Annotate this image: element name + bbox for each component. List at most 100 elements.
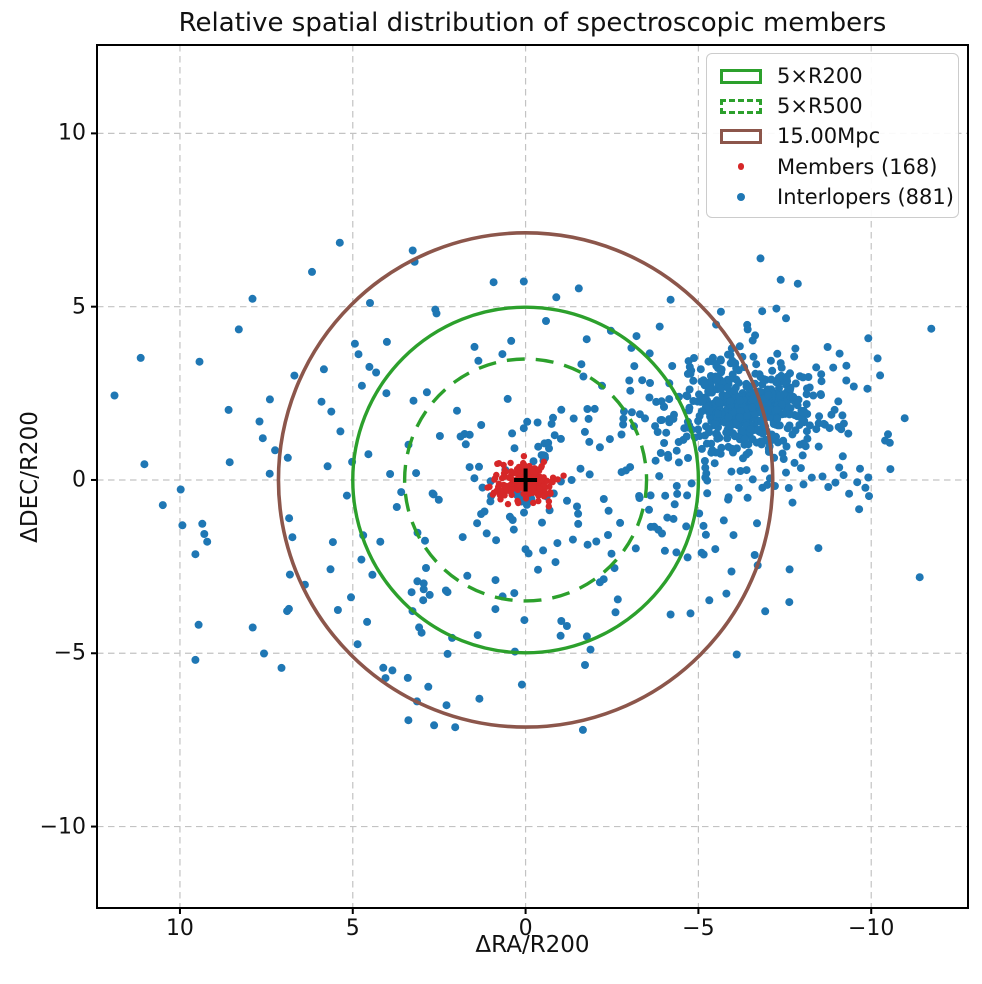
interloper-point [284, 604, 293, 613]
interloper-point [764, 391, 773, 400]
member-point [545, 498, 553, 505]
interloper-point [775, 421, 784, 430]
interloper-point [758, 307, 767, 316]
interloper-point [368, 570, 377, 579]
interloper-point [265, 469, 274, 478]
interloper-point [703, 476, 712, 485]
interloper-point [568, 535, 577, 544]
interloper-point [783, 372, 791, 381]
interloper-point [645, 505, 653, 514]
interloper-point [685, 385, 694, 394]
interloper-point [849, 382, 858, 391]
interloper-point [551, 558, 560, 567]
interloper-point [509, 525, 518, 534]
interloper-point [752, 360, 761, 369]
interloper-point [550, 431, 559, 440]
interloper-point [752, 438, 761, 447]
interloper-point [336, 427, 345, 436]
interloper-point [136, 353, 145, 362]
interloper-point [704, 424, 713, 433]
interloper-point [621, 466, 630, 475]
interloper-point [766, 356, 775, 365]
radius-circle-1500mpc [276, 231, 775, 729]
interloper-point [779, 436, 788, 445]
interloper-point [772, 304, 781, 313]
interloper-point [404, 716, 413, 725]
interloper-point [853, 478, 862, 487]
interloper-point [655, 322, 664, 331]
interloper-point [422, 564, 430, 572]
interloper-point [876, 371, 885, 380]
member-point [484, 484, 491, 491]
interloper-point [736, 396, 745, 405]
legend-label: Members (168) [777, 154, 938, 179]
interloper-point [670, 500, 679, 509]
interloper-point [665, 395, 674, 404]
interloper-point [729, 445, 738, 454]
interloper-point [786, 385, 795, 393]
interloper-point [735, 342, 744, 351]
interloper-point [520, 616, 529, 625]
interloper-point [461, 440, 470, 449]
interloper-point [342, 491, 351, 500]
legend-entry: Interlopers (881) [715, 182, 954, 212]
interloper-point [784, 484, 793, 492]
y-tick-label: −5 [53, 640, 86, 666]
member-point [504, 500, 512, 508]
interloper-point [271, 446, 280, 455]
interloper-point [742, 466, 751, 475]
legend-dot-icon [737, 163, 745, 170]
interloper-point [748, 403, 757, 412]
interloper-point [699, 521, 708, 530]
interloper-point [326, 565, 335, 574]
interloper-point [724, 350, 732, 359]
interloper-point [258, 434, 267, 443]
interloper-point [224, 405, 233, 414]
interloper-point [419, 579, 428, 588]
interloper-point [844, 429, 853, 438]
interloper-point [505, 512, 514, 521]
interloper-point [194, 620, 203, 629]
interloper-point [382, 337, 391, 346]
interloper-point [694, 417, 703, 425]
interloper-point [760, 464, 769, 473]
interloper-point [674, 458, 683, 467]
interloper-point [674, 438, 683, 446]
interloper-point [277, 663, 286, 672]
x-tick-label: −5 [682, 916, 715, 941]
legend-label: 5×R500 [777, 94, 863, 119]
interloper-point [724, 413, 733, 422]
interloper-point [465, 463, 474, 472]
interloper-point [508, 429, 517, 438]
interloper-point [178, 521, 187, 530]
member-point [529, 468, 536, 475]
interloper-point [856, 464, 864, 473]
interloper-point [456, 432, 465, 441]
member-point [490, 489, 498, 496]
interloper-point [234, 325, 243, 334]
interloper-point [817, 377, 826, 386]
interloper-point [703, 489, 712, 498]
interloper-point [818, 472, 827, 481]
interloper-point [585, 437, 594, 446]
interloper-point [791, 344, 800, 353]
member-point [530, 499, 537, 507]
interloper-point [519, 277, 528, 286]
interloper-point [773, 349, 782, 358]
interloper-point [434, 495, 443, 504]
interloper-point [631, 544, 640, 553]
interloper-point [725, 376, 734, 385]
interloper-point [595, 443, 604, 452]
interloper-point [712, 376, 721, 385]
interlopers-points [110, 238, 936, 734]
interloper-point [599, 575, 608, 584]
interloper-point [662, 428, 671, 437]
interloper-point [726, 397, 735, 405]
interloper-point [285, 514, 294, 523]
x-tick-label: 10 [165, 916, 194, 941]
interloper-point [645, 393, 654, 402]
interloper-point [689, 376, 698, 385]
member-point [502, 468, 509, 476]
interloper-point [507, 336, 516, 345]
